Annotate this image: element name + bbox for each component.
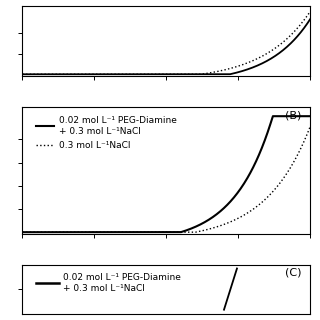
Text: (C): (C) — [285, 267, 302, 277]
Text: (B): (B) — [285, 111, 302, 121]
Legend: 0.02 mol L⁻¹ PEG-Diamine
+ 0.3 mol L⁻¹NaCl, 0.3 mol L⁻¹NaCl: 0.02 mol L⁻¹ PEG-Diamine + 0.3 mol L⁻¹Na… — [33, 113, 180, 154]
Legend: 0.02 mol L⁻¹ PEG-Diamine
+ 0.3 mol L⁻¹NaCl: 0.02 mol L⁻¹ PEG-Diamine + 0.3 mol L⁻¹Na… — [33, 269, 185, 296]
